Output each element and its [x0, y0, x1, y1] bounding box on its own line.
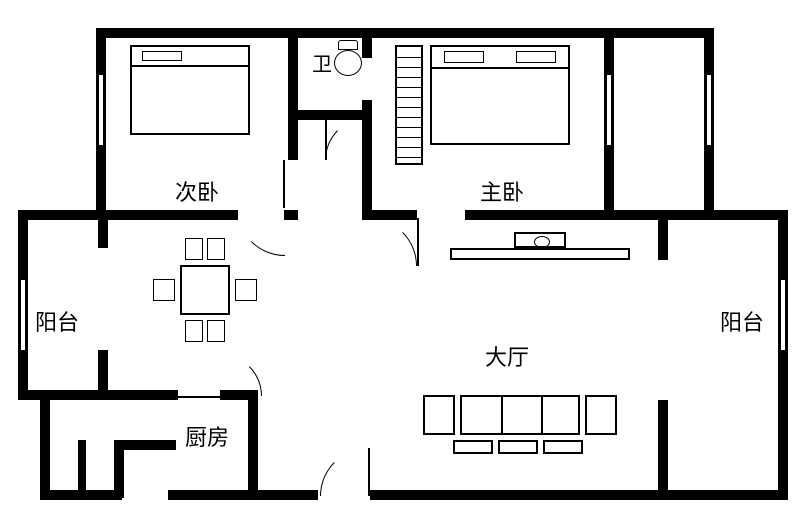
wall [658, 400, 668, 500]
door-leaf [368, 448, 370, 496]
sofa-left [423, 395, 455, 435]
door-leaf [417, 218, 419, 266]
wall [114, 440, 176, 450]
sofa-back [498, 440, 538, 454]
sofa-right [585, 395, 617, 435]
door-leaf [283, 160, 285, 208]
wall [96, 28, 714, 38]
wall [658, 210, 668, 260]
wall [370, 490, 668, 500]
wall [18, 210, 238, 220]
wall [658, 490, 788, 500]
dining-set [155, 240, 255, 340]
radiator [395, 45, 423, 165]
label-kitchen: 厨房 [185, 420, 229, 452]
label-bathroom: 卫 [312, 48, 332, 77]
sofa-back [543, 440, 583, 454]
door-arc [321, 218, 417, 314]
label-balcony-left: 阳台 [35, 305, 79, 337]
wall [40, 390, 50, 498]
floor-plan: 次卧 卫 主卧 阳台 阳台 大厅 厨房 [0, 0, 800, 526]
wall [248, 390, 258, 498]
wall [288, 28, 298, 160]
window [97, 75, 105, 145]
label-living-room: 大厅 [485, 340, 529, 372]
window [779, 280, 787, 350]
sofa-back [453, 440, 493, 454]
wall [168, 490, 258, 500]
wall [98, 390, 178, 400]
bed-master [430, 45, 570, 145]
bed-secondary [130, 45, 250, 135]
window [19, 280, 27, 350]
door-leaf [178, 396, 220, 398]
tv [514, 232, 566, 248]
sofa-main [460, 395, 580, 435]
wall [362, 28, 372, 58]
tv-cabinet [450, 248, 630, 260]
label-master-bedroom: 主卧 [480, 175, 524, 207]
toilet-icon [334, 40, 362, 76]
wall [78, 440, 86, 498]
wall [18, 390, 106, 400]
wall [284, 210, 298, 220]
label-secondary-bedroom: 次卧 [175, 175, 219, 207]
wall [417, 210, 465, 220]
label-balcony-right: 阳台 [720, 305, 764, 337]
wall [96, 200, 106, 218]
window [605, 75, 613, 145]
wall [778, 210, 788, 500]
wall [248, 490, 318, 500]
window [705, 75, 713, 145]
